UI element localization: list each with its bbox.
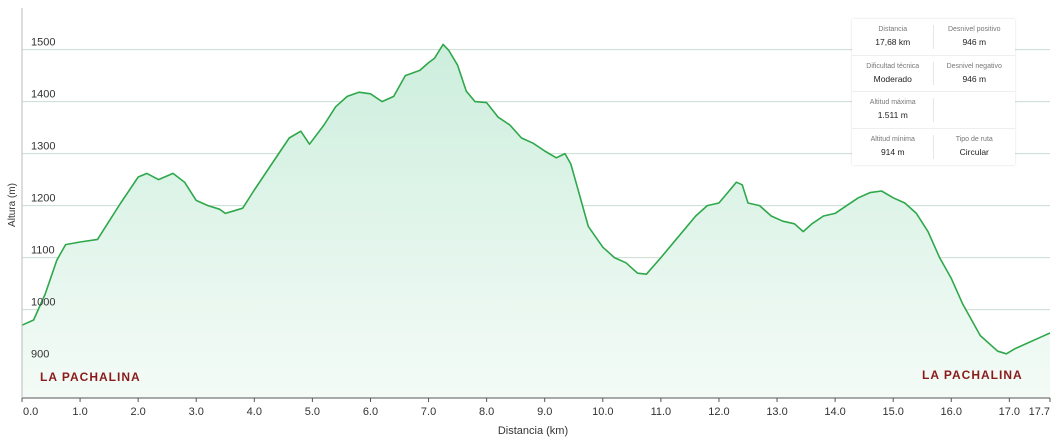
stat-label: Tipo de ruta [955,136,993,144]
x-axis-label: Distancia (km) [498,425,568,437]
stat-min-altitude: Altitud mínima 914 m [852,129,934,166]
x-tick-label: 17.7 [1029,406,1050,418]
x-tick-label: 13.0 [766,406,787,418]
stat-distance: Distancia 17,68 km [852,19,934,56]
y-tick-label: 1200 [31,193,55,205]
x-tick-label: 17.0 [999,406,1020,418]
stat-negative-gain: Desnivel negativo 946 m [933,56,1015,92]
x-tick-label: 14.0 [824,406,845,418]
x-tick-label: 9.0 [537,406,552,418]
y-tick-label: 900 [31,349,49,361]
stat-value: 1.511 m [877,110,908,121]
stat-value: Circular [959,147,989,158]
y-tick-label: 1000 [31,297,55,309]
stat-value: 914 m [880,147,905,158]
start-place-label: LA PACHALINA [40,370,141,384]
x-tick-label: 0.0 [23,406,38,418]
stat-empty [933,92,1015,129]
x-tick-label: 5.0 [305,406,320,418]
stat-max-altitude: Altitud máxima 1.511 m [852,92,934,129]
x-tick-label: 7.0 [421,406,436,418]
x-tick-label: 2.0 [131,406,146,418]
x-tick-label: 4.0 [247,406,262,418]
stat-route-type: Tipo de ruta Circular [934,129,1016,166]
stat-positive-gain: Desnivel positivo 946 m [933,19,1015,56]
stat-value: Moderado [873,73,912,84]
x-tick-label: 16.0 [941,406,962,418]
y-axis-label: Altura (m) [7,183,18,227]
end-place-label: LA PACHALINA [922,368,1023,382]
elevation-line [21,43,1051,355]
stat-value: 946 m [962,37,987,48]
x-tick-label: 6.0 [363,406,378,418]
stat-value: 946 m [962,73,987,84]
x-tick-label: 15.0 [882,406,903,418]
stat-label: Desnivel negativo [946,62,1002,70]
x-tick-label: 1.0 [72,406,87,418]
y-tick-label: 1500 [31,37,55,49]
x-tick-label: 10.0 [592,406,613,418]
stat-value: 17,68 km [875,37,911,48]
route-stats-panel: Distancia 17,68 km Desnivel positivo 946… [852,19,1015,165]
stat-label: Altitud máxima [869,99,916,107]
y-tick-label: 1100 [31,245,55,257]
stat-label: Dificultad técnica [866,62,920,70]
elevation-area [22,44,1050,399]
x-tick-labels: 0.0 1.0 2.0 3.0 4.0 5.0 6.0 7.0 8.0 9.0 10.0 11.0 12… [21,398,1051,418]
stat-label: Distancia [878,26,908,34]
stat-label: Desnivel positivo [947,26,1001,34]
x-tick-label: 3.0 [189,406,204,418]
y-tick-label: 1300 [31,141,55,153]
stat-difficulty: Dificultad técnica Moderado [852,56,934,92]
stat-label: Altitud mínima [870,136,915,144]
y-tick-label: 1400 [31,89,55,101]
y-tick-labels: 900 1000 1100 1200 1300 1400 1500 [31,37,55,361]
x-tick-label: 8.0 [479,406,494,418]
x-tick-label: 11.0 [651,406,672,418]
x-tick-label: 12.0 [708,406,729,418]
